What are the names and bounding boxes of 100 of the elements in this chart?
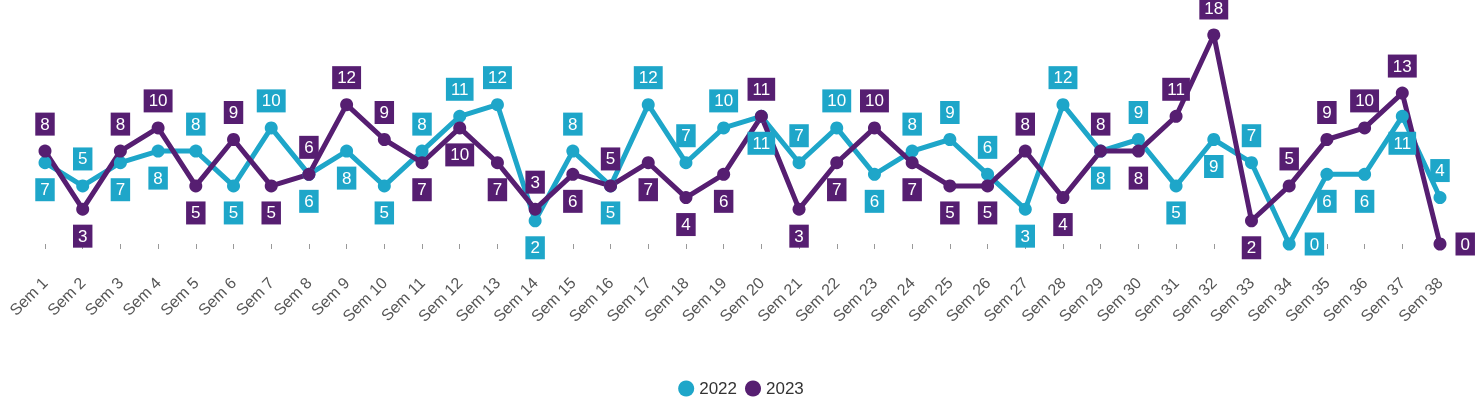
- point: [113, 156, 127, 170]
- data-label: 8: [1133, 168, 1144, 188]
- point: [679, 191, 693, 205]
- point: [905, 156, 919, 170]
- data-label: 5: [191, 203, 201, 223]
- data-label: 11: [752, 79, 771, 99]
- point: [830, 156, 844, 170]
- point: [981, 167, 995, 181]
- point: [189, 144, 203, 158]
- data-label: 11: [1393, 133, 1412, 153]
- data-label: 10: [261, 91, 281, 111]
- data-label: 5: [228, 203, 239, 223]
- point: [76, 202, 90, 216]
- point: [1169, 109, 1183, 123]
- data-label: 12: [487, 68, 507, 88]
- data-label: 5: [982, 203, 993, 223]
- point: [641, 98, 655, 112]
- point: [38, 144, 52, 158]
- data-label: 2: [1246, 238, 1257, 258]
- point: [340, 98, 354, 112]
- legend-label: 2023: [766, 379, 804, 398]
- point: [1320, 133, 1334, 146]
- point: [566, 167, 580, 181]
- data-label: 5: [605, 203, 616, 223]
- data-label: 7: [794, 126, 804, 146]
- point: [867, 121, 881, 135]
- point: [943, 133, 957, 146]
- point: [490, 98, 504, 112]
- point: [792, 202, 806, 216]
- point: [1131, 133, 1145, 146]
- point: [943, 179, 957, 193]
- point: [566, 144, 580, 158]
- data-label: 8: [40, 114, 50, 134]
- point: [1282, 179, 1296, 193]
- point: [151, 144, 165, 158]
- data-label: 8: [417, 114, 427, 134]
- data-label: 0: [1460, 234, 1470, 254]
- data-label: 6: [1359, 191, 1370, 211]
- point: [1395, 86, 1409, 100]
- data-label: 10: [1355, 91, 1375, 111]
- data-label: 6: [718, 191, 729, 211]
- point: [1395, 109, 1409, 123]
- point: [1358, 121, 1372, 135]
- data-label: 10: [148, 91, 168, 111]
- point: [905, 144, 919, 158]
- data-label: 9: [1209, 157, 1219, 176]
- point: [1169, 179, 1183, 193]
- point: [1433, 237, 1447, 251]
- data-label: 3: [530, 172, 540, 192]
- point: [264, 179, 278, 193]
- point: [415, 156, 429, 170]
- data-label: 5: [266, 203, 276, 223]
- data-label: 5: [1171, 203, 1181, 223]
- data-label: 10: [714, 91, 734, 111]
- point: [490, 156, 504, 170]
- point: [113, 144, 127, 158]
- data-label: 11: [1167, 79, 1185, 99]
- data-label: 2: [530, 238, 540, 258]
- data-label: 4: [1435, 161, 1445, 181]
- data-label: 13: [1392, 56, 1412, 76]
- point: [38, 156, 52, 170]
- point: [792, 156, 806, 170]
- data-label: 3: [77, 226, 88, 246]
- data-label: 8: [115, 114, 126, 134]
- data-label: 9: [945, 103, 955, 122]
- data-label: 0: [1309, 234, 1320, 254]
- data-label: 9: [1322, 103, 1332, 122]
- data-label: 8: [153, 168, 163, 188]
- data-label: 12: [337, 68, 357, 88]
- point: [1018, 202, 1032, 216]
- point: [1245, 214, 1258, 228]
- point: [453, 109, 467, 123]
- data-label: 8: [1095, 114, 1106, 134]
- point: [1207, 28, 1221, 42]
- data-label: 4: [681, 215, 691, 235]
- point: [1320, 167, 1334, 181]
- legend-label: 2022: [699, 379, 738, 398]
- data-label: 9: [228, 103, 239, 122]
- data-label: 8: [191, 114, 201, 134]
- point: [981, 179, 995, 193]
- point: [641, 156, 655, 170]
- data-label: 10: [865, 91, 884, 111]
- data-label: 8: [1020, 114, 1030, 134]
- point: [1056, 98, 1070, 112]
- point: [1056, 191, 1070, 205]
- data-label: 3: [794, 226, 804, 246]
- point: [377, 133, 391, 146]
- point: [264, 121, 278, 135]
- point: [227, 133, 241, 146]
- point: [1245, 156, 1258, 170]
- data-label: 8: [1095, 168, 1106, 188]
- data-label: 7: [681, 126, 691, 146]
- point: [76, 179, 90, 193]
- data-label: 7: [40, 180, 50, 200]
- data-label: 7: [115, 180, 126, 200]
- data-label: 9: [379, 103, 390, 122]
- data-label: 5: [1284, 149, 1294, 169]
- data-label: 6: [982, 137, 993, 157]
- data-label: 5: [605, 149, 616, 169]
- data-label: 7: [1246, 126, 1257, 146]
